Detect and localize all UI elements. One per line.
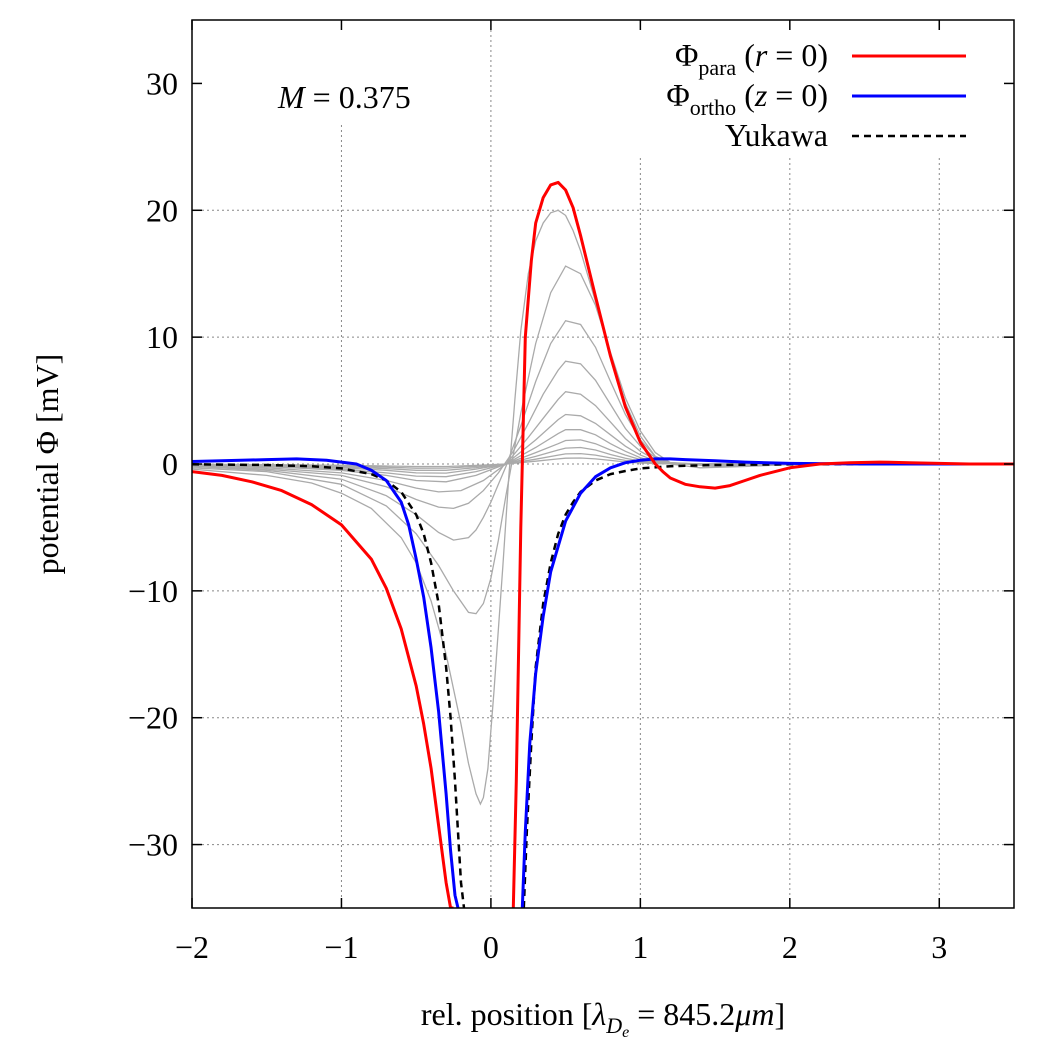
x-tick-label: 3 — [931, 929, 947, 965]
y-axis-label: potential Φ [mV] — [29, 354, 65, 575]
legend: Φpara (r = 0) Φortho (z = 0) Yukawa — [666, 37, 966, 153]
series-lines — [192, 180, 1014, 908]
x-tick-label: −1 — [324, 929, 358, 965]
gray-curve — [192, 265, 1014, 615]
y-tick-label: 0 — [162, 446, 178, 482]
y-tick-label: −30 — [128, 827, 178, 863]
y-tick-label: −20 — [128, 700, 178, 736]
y-tick-label: 20 — [146, 192, 178, 228]
legend-label-yukawa: Yukawa — [725, 117, 828, 153]
y-tick-label: 10 — [146, 319, 178, 355]
legend-label-phi-ortho: Φortho (z = 0) — [666, 77, 828, 120]
gray-curve — [192, 457, 1014, 468]
grid — [192, 20, 1014, 908]
x-tick-label: −2 — [175, 929, 209, 965]
y-tick-label: 30 — [146, 65, 178, 101]
series-line-phi-para — [192, 180, 1014, 908]
x-tick-label: 1 — [632, 929, 648, 965]
x-tick-label: 0 — [483, 929, 499, 965]
x-tick-label: 2 — [782, 929, 798, 965]
legend-label-phi-para: Φpara (r = 0) — [675, 37, 828, 80]
x-axis-label: rel. position [λDe = 845.2μm] — [421, 996, 785, 1037]
y-tick-label: −10 — [128, 573, 178, 609]
mach-annotation: M = 0.375 — [277, 79, 411, 115]
ticks — [191, 20, 1014, 908]
gray-curve — [192, 391, 1014, 493]
series-line-phi-ortho — [192, 457, 1014, 908]
gray-curve — [192, 319, 1014, 541]
gray-curve — [192, 209, 1014, 806]
